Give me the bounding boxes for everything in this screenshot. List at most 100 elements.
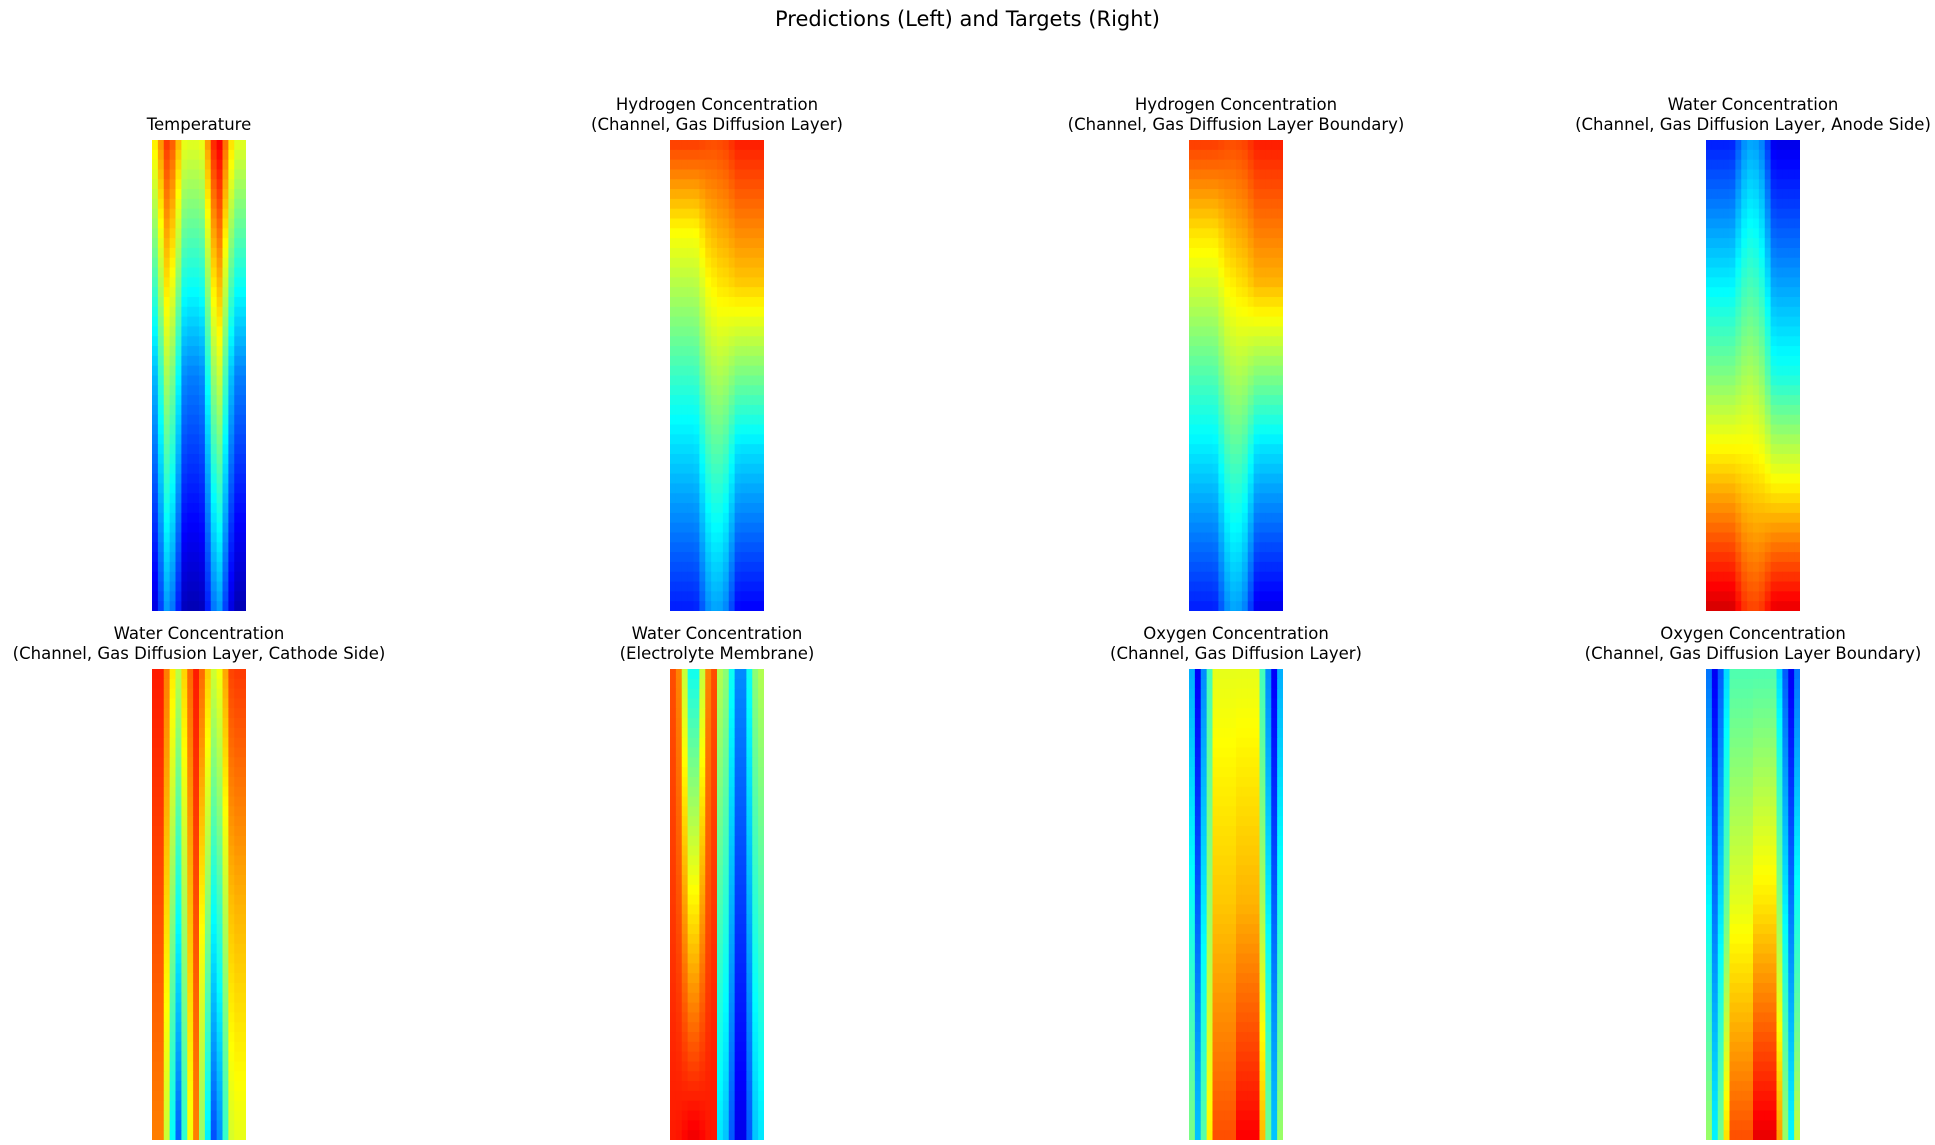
heatmap-cell [1194,512,1202,524]
heatmap-cell [157,1032,165,1043]
heatmap-cell [187,257,194,269]
heatmap-cell [699,601,706,611]
heatmap-cell [693,326,700,337]
heatmap-cell [1711,140,1719,151]
heatmap-cell [169,1012,177,1023]
heatmap-cell [175,208,182,220]
heatmap-cell [717,1022,724,1033]
heatmap-cell [1236,287,1243,298]
heatmap-cell [193,678,200,690]
heatmap-cell [240,904,246,915]
heatmap-cell [699,385,706,396]
heatmap-cell [1253,463,1261,475]
heatmap-cell [240,552,246,563]
heatmap-cell [181,1012,188,1023]
heatmap-cell [199,385,206,396]
heatmap-cell [175,198,182,210]
heatmap-cell [157,669,165,680]
heatmap-cell [157,1110,165,1121]
heatmap-cell [1259,159,1266,171]
heatmap-cell [1212,933,1219,945]
heatmap-cell [1764,532,1772,543]
heatmap-cell [216,483,224,494]
heatmap-cell [740,483,747,494]
heatmap-cell [1277,169,1283,180]
heatmap-cell [222,179,229,190]
heatmap-cell [181,669,188,680]
heatmap-cell [240,835,246,847]
heatmap-cell [204,1041,212,1053]
heatmap-cell [722,522,730,534]
heatmap-cell [169,601,177,611]
heatmap-cell [1218,688,1225,700]
heatmap-cell [163,894,171,906]
heatmap-cell [717,1090,724,1102]
heatmap-cell [216,1002,224,1014]
heatmap-cell [152,826,159,837]
heatmap-cell [240,542,246,553]
heatmap-cell [1194,297,1202,308]
heatmap-cell [1782,483,1789,494]
heatmap-cell [687,1041,695,1053]
heatmap-cell [1218,1041,1225,1053]
heatmap-cell [746,1041,753,1053]
heatmap-cell [1794,493,1800,504]
heatmap-cell [1194,933,1202,945]
heatmap-cell [193,238,200,249]
heatmap-cell [681,747,689,758]
heatmap-cell [1747,198,1754,210]
heatmap-cell [175,776,182,788]
heatmap-cell [670,1110,677,1121]
heatmap-cell [734,1081,742,1092]
heatmap-cell [1717,503,1725,514]
heatmap-cell [1729,385,1736,396]
heatmap-cell [1206,198,1214,210]
heatmap-cell [728,532,736,543]
heatmap-cell [740,395,747,406]
heatmap-cell [1189,747,1196,758]
heatmap-cell [210,767,218,778]
heatmap-cell [1189,1022,1196,1033]
heatmap-cell [1758,601,1766,611]
heatmap-cell [687,159,695,171]
heatmap-cell [1735,424,1742,435]
heatmap-cell [1212,904,1219,915]
heatmap-cell [222,571,229,583]
heatmap-cell [1723,434,1731,445]
heatmap-cell [181,257,188,269]
heatmap-cell [734,737,742,749]
heatmap-cell [1206,463,1214,475]
heatmap-cell [722,776,730,788]
heatmap-cell [705,1061,712,1072]
heatmap-cell [670,473,677,485]
heatmap-cell [187,561,194,573]
heatmap-cell [152,698,159,709]
heatmap-cell [722,698,730,709]
heatmap-cell [1764,404,1772,416]
heatmap-cell [157,678,165,690]
heatmap-cell [1794,483,1800,494]
heatmap-cell [1753,404,1760,416]
heatmap-cell [1753,395,1760,406]
heatmap-cell [1770,297,1778,308]
heatmap-cell [734,943,742,955]
heatmap-panel [670,669,764,1140]
heatmap-cell [210,179,218,190]
heatmap-cell [1224,963,1231,974]
heatmap-cell [175,1002,182,1014]
heatmap-cell [740,473,747,485]
heatmap-cell [1776,414,1783,426]
heatmap-cell [699,434,706,445]
heatmap-cell [193,561,200,573]
heatmap-cell [199,208,206,220]
heatmap-cell [740,591,747,602]
heatmap-cell [1206,983,1214,994]
heatmap-cell [1218,287,1225,298]
heatmap-cell [1271,198,1278,210]
heatmap-cell [1230,953,1237,964]
heatmap-cell [228,1051,235,1063]
heatmap-cell [1218,346,1225,357]
heatmap-cell [670,267,677,278]
heatmap-cell [1247,414,1255,426]
heatmap-cell [734,404,742,416]
